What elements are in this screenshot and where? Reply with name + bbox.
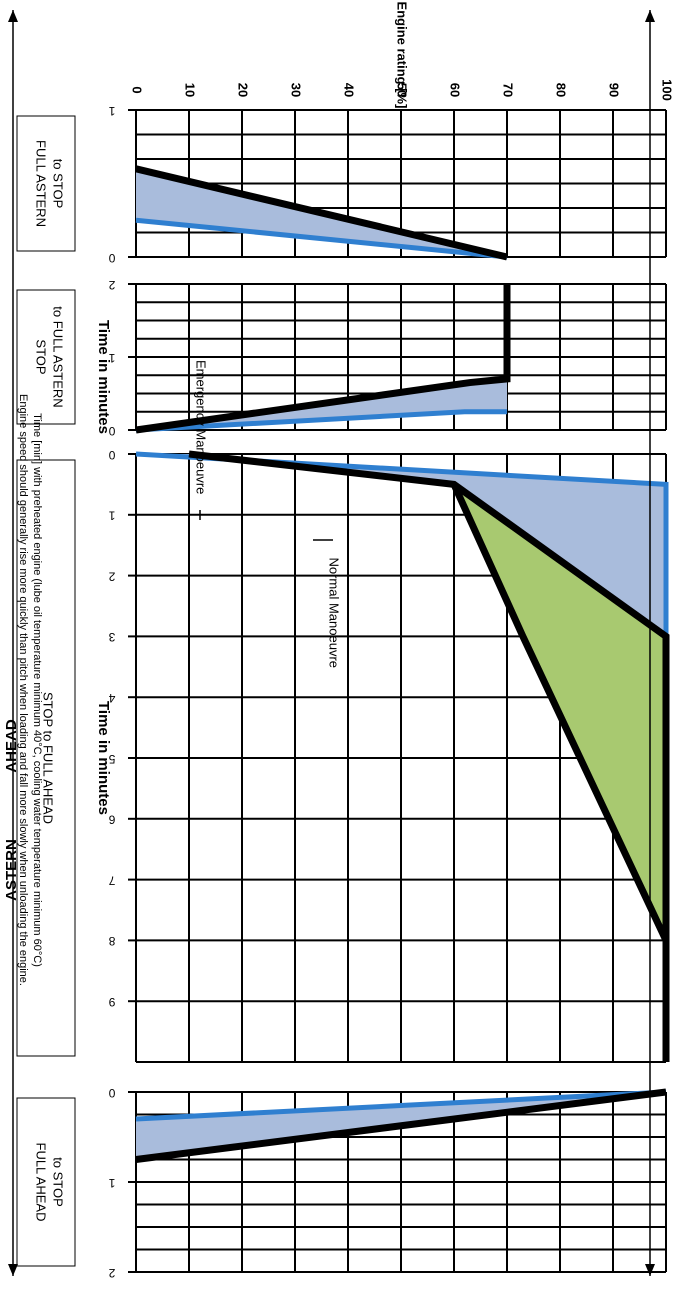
panel2-tick-label-2: 2: [108, 278, 115, 292]
y-tick-label-70: 70: [501, 83, 516, 97]
panel3-tick-label-8: 8: [108, 934, 115, 948]
top-arrow-head-left: [8, 10, 18, 22]
panel1-title-box: [16, 115, 76, 252]
panel3-normal-line: [450, 482, 670, 1062]
y-tick-label-60: 60: [448, 83, 463, 97]
panel4-tick-label-1: 1: [108, 1176, 115, 1190]
panel3-tick-label-9: 9: [108, 995, 115, 1009]
panel3-tick-label-6: 6: [108, 813, 115, 827]
panel3-title-box: [16, 459, 76, 1057]
panel2-title-line2: to FULL ASTERN: [51, 306, 66, 407]
panel4-tick-label-0: 0: [108, 1086, 115, 1100]
panel3-tick-label-3: 3: [108, 630, 115, 644]
footnote-line2: Engine speed should generally rise more …: [17, 394, 29, 986]
y-tick-label-50: 50: [395, 83, 410, 97]
panel1-tick-label-0: 0: [108, 251, 115, 265]
normal-annotation: Normal Manoeuvre: [327, 557, 342, 668]
panel1-title-line2: to STOP: [51, 159, 66, 209]
panel1-title-line1: FULL ASTERN: [34, 140, 49, 227]
panel3-tick-label-7: 7: [108, 873, 115, 887]
top-arrow-head-right: [8, 1264, 18, 1276]
y-axis-label: Engine rating [%]: [395, 2, 410, 109]
panel1-tick-label-1: 1: [108, 104, 115, 118]
panel3-tick-label-0: 0: [108, 448, 115, 462]
panel3-normal-line: [188, 450, 670, 1062]
panel3-tick-label-5: 5: [108, 752, 115, 766]
panel2-xlabel: Time in minutes: [95, 320, 112, 434]
panel4-title-line1: FULL AHEAD: [34, 1143, 49, 1222]
panel4-title-line2: to STOP: [51, 1157, 66, 1207]
panel1-emergency-line: [135, 217, 508, 260]
panel2-title-box: [16, 289, 76, 425]
y-tick-label-100: 100: [660, 79, 673, 101]
footnote-line1: Time [min] with preheated engine (lube o…: [31, 413, 43, 967]
bottom-arrow-head-right: [645, 1264, 655, 1276]
bottom-arrow-head-left: [645, 10, 655, 22]
y-tick-label-40: 40: [342, 83, 357, 97]
panel3-xlabel: Time in minutes: [95, 701, 112, 815]
y-tick-label-30: 30: [289, 83, 304, 97]
y-tick-label-80: 80: [554, 83, 569, 97]
panel2-title-line1: STOP: [34, 339, 49, 374]
ahead-header: AHEAD: [3, 719, 20, 773]
panel4-title-box: [16, 1097, 76, 1267]
normal-region-fill: [189, 454, 666, 941]
panel2-tick-label-1: 1: [108, 351, 115, 365]
panel2-normal-line: [135, 284, 511, 434]
y-tick-label-0: 0: [130, 86, 145, 93]
astern-header: ASTERN: [3, 839, 20, 901]
panel4-emergency-line: [135, 1089, 667, 1122]
panel4-tick-label-2: 2: [108, 1266, 115, 1280]
panel1-normal-line: [135, 165, 508, 261]
panel3-tick-label-4: 4: [108, 691, 115, 705]
y-tick-label-20: 20: [236, 83, 251, 97]
y-tick-label-10: 10: [183, 83, 198, 97]
emergency-annotation: Emergency Manoeuvre: [194, 360, 209, 494]
emergency-region-fill: [136, 454, 666, 1062]
panel2-emergency-line: [135, 409, 507, 433]
panel3-title: STOP to FULL AHEAD: [41, 692, 56, 824]
panel3-tick-label-2: 2: [108, 569, 115, 583]
panel4-normal-line: [135, 1088, 667, 1163]
panel3-tick-label-1: 1: [108, 509, 115, 523]
panel2-tick-label-0: 0: [108, 424, 115, 438]
y-tick-label-90: 90: [607, 83, 622, 97]
